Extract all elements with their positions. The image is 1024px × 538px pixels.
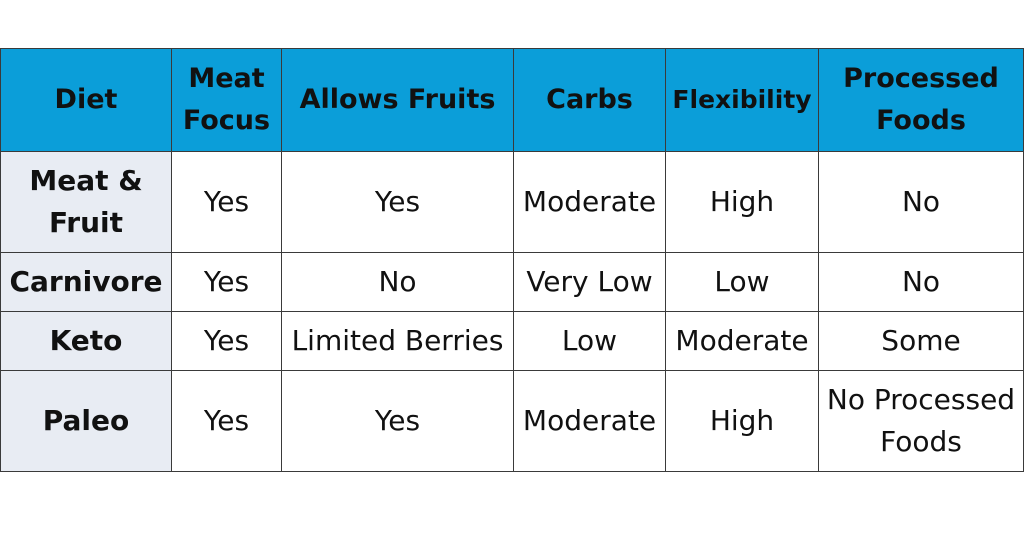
cell-allows-fruits: Yes (281, 370, 514, 472)
cell-processed-foods: Some (818, 311, 1024, 371)
cell-meat-focus: Yes (171, 311, 282, 371)
diet-comparison-table: Diet Meat Focus Allows Fruits Carbs Flex… (0, 48, 1024, 472)
header-meat-focus: Meat Focus (171, 48, 282, 152)
cell-processed-foods: No (818, 151, 1024, 253)
header-row: Diet Meat Focus Allows Fruits Carbs Flex… (0, 48, 1024, 152)
table-row: Meat & Fruit Yes Yes Moderate High No (0, 151, 1024, 253)
row-diet-name: Meat & Fruit (0, 151, 172, 253)
cell-carbs: Moderate (513, 151, 666, 253)
table-body: Meat & Fruit Yes Yes Moderate High No Ca… (0, 151, 1024, 472)
cell-allows-fruits: Limited Berries (281, 311, 514, 371)
row-diet-name: Carnivore (0, 252, 172, 312)
cell-allows-fruits: No (281, 252, 514, 312)
row-diet-name: Paleo (0, 370, 172, 472)
cell-meat-focus: Yes (171, 252, 282, 312)
cell-flexibility: High (665, 370, 819, 472)
header-allows-fruits: Allows Fruits (281, 48, 514, 152)
cell-carbs: Moderate (513, 370, 666, 472)
cell-flexibility: Moderate (665, 311, 819, 371)
diet-comparison-table-container: Diet Meat Focus Allows Fruits Carbs Flex… (0, 48, 1024, 472)
cell-meat-focus: Yes (171, 151, 282, 253)
header-flexibility: Flexibility (665, 48, 819, 152)
table-header: Diet Meat Focus Allows Fruits Carbs Flex… (0, 48, 1024, 152)
cell-carbs: Very Low (513, 252, 666, 312)
header-diet: Diet (0, 48, 172, 152)
header-carbs: Carbs (513, 48, 666, 152)
header-processed-foods: Processed Foods (818, 48, 1024, 152)
cell-flexibility: Low (665, 252, 819, 312)
cell-processed-foods: No (818, 252, 1024, 312)
cell-carbs: Low (513, 311, 666, 371)
cell-flexibility: High (665, 151, 819, 253)
row-diet-name: Keto (0, 311, 172, 371)
cell-meat-focus: Yes (171, 370, 282, 472)
table-row: Paleo Yes Yes Moderate High No Processed… (0, 370, 1024, 472)
table-row: Keto Yes Limited Berries Low Moderate So… (0, 311, 1024, 371)
cell-processed-foods: No Processed Foods (818, 370, 1024, 472)
cell-allows-fruits: Yes (281, 151, 514, 253)
table-row: Carnivore Yes No Very Low Low No (0, 252, 1024, 312)
